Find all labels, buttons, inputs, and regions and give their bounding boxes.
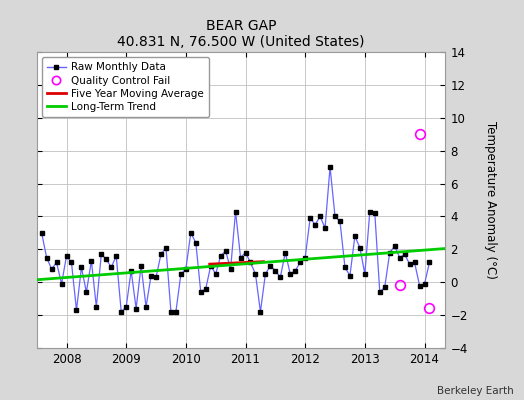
Y-axis label: Temperature Anomaly (°C): Temperature Anomaly (°C) bbox=[484, 121, 497, 279]
Text: Berkeley Earth: Berkeley Earth bbox=[437, 386, 514, 396]
Legend: Raw Monthly Data, Quality Control Fail, Five Year Moving Average, Long-Term Tren: Raw Monthly Data, Quality Control Fail, … bbox=[42, 57, 209, 117]
Title: BEAR GAP
40.831 N, 76.500 W (United States): BEAR GAP 40.831 N, 76.500 W (United Stat… bbox=[117, 19, 365, 50]
